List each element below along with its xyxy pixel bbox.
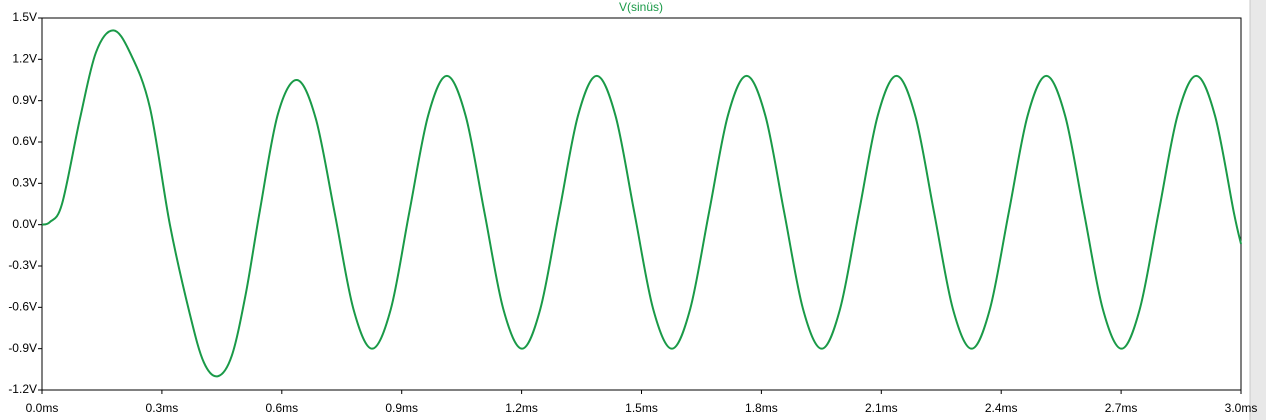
x-tick-label: 0.6ms xyxy=(265,401,298,415)
y-tick-label: 0.6V xyxy=(12,134,37,148)
x-tick-label: 1.8ms xyxy=(745,401,778,415)
y-tick-label: -0.3V xyxy=(8,258,37,272)
y-tick-label: 1.2V xyxy=(12,52,37,66)
x-tick-label: 2.1ms xyxy=(865,401,898,415)
y-tick-label: -0.9V xyxy=(8,341,37,355)
trace-line xyxy=(41,29,1242,378)
side-panel xyxy=(1250,0,1266,420)
x-tick-label: 3.0ms xyxy=(1225,401,1258,415)
y-tick-label: 0.9V xyxy=(12,93,37,107)
x-tick-label: 0.9ms xyxy=(385,401,418,415)
y-tick-label: 0.0V xyxy=(12,217,37,231)
x-tick-label: 1.2ms xyxy=(505,401,538,415)
y-tick-label: 1.5V xyxy=(12,10,37,24)
x-tick-label: 0.3ms xyxy=(146,401,179,415)
x-tick-label: 2.4ms xyxy=(985,401,1018,415)
plot-frame xyxy=(41,17,1242,391)
x-tick-label: 0.0ms xyxy=(26,401,59,415)
y-tick-label: -1.2V xyxy=(8,382,37,396)
x-tick-label: 1.5ms xyxy=(625,401,658,415)
trace-label: V(sinüs) xyxy=(619,0,663,14)
x-tick-label: 2.7ms xyxy=(1105,401,1138,415)
y-tick-label: 0.3V xyxy=(12,176,37,190)
y-tick-label: -0.6V xyxy=(8,300,37,314)
